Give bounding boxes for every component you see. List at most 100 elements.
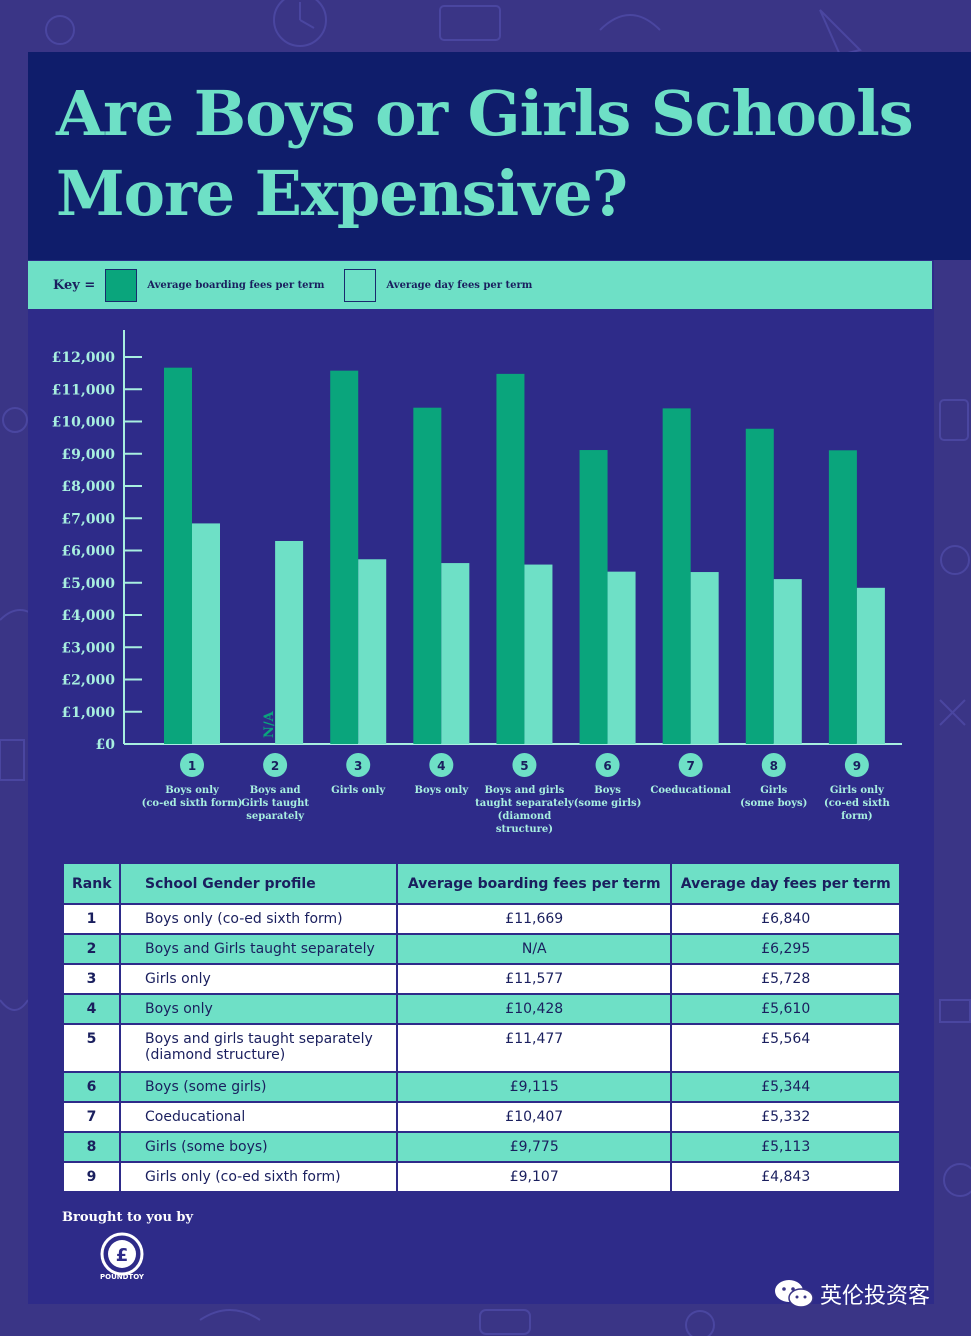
category-label: Girls (some boys) [740,785,808,809]
header-day: Average day fees per term [670,862,901,905]
y-tick-label: £0 [96,737,116,753]
legend-label-boarding: Average boarding fees per term [147,279,325,291]
rank-badge [263,753,288,777]
table-row: 9 Girls only (co-ed sixth form) £9,107 £… [62,1161,901,1193]
rank-badge-label: 3 [354,759,362,773]
cell-day: £4,843 [670,1161,901,1193]
cell-profile: Boys only (co-ed sixth form) [119,903,398,935]
legend-key-label: Key = [53,277,96,293]
y-tick-label: £11,000 [52,382,116,398]
rank-badge-label: 9 [853,759,861,773]
legend-bar: Key = Average boarding fees per term Ave… [28,261,932,309]
cell-rank: 6 [62,1071,121,1103]
bar-boarding [330,370,359,744]
cell-day: £5,564 [670,1023,901,1073]
y-tick-label: £7,000 [61,511,115,527]
table-header-row: Rank School Gender profile Average board… [62,862,901,905]
category-label: Boys and Girls taught separately [241,785,309,822]
cell-profile: Coeducational [119,1101,398,1133]
cell-profile: Boys and girls taught separately (diamon… [119,1023,398,1073]
header-boarding: Average boarding fees per term [395,862,673,905]
bar-day [441,563,470,744]
table-row: 6 Boys (some girls) £9,115 £5,344 [62,1071,901,1103]
bar-day [856,587,885,744]
table-row: 4 Boys only £10,428 £5,610 [62,993,901,1025]
rank-badge [429,753,454,777]
y-tick-label: £5,000 [61,576,115,592]
cell-rank: 9 [62,1161,121,1193]
bar-day [607,571,636,744]
table-row: 3 Girls only £11,577 £5,728 [62,963,901,995]
legend-swatch-boarding [105,268,138,302]
cell-rank: 3 [62,963,121,995]
cell-rank: 4 [62,993,121,1025]
cell-boarding: £11,669 [395,903,673,935]
cell-profile: Boys only [119,993,398,1025]
cell-day: £5,610 [670,993,901,1025]
cell-boarding: £9,115 [395,1071,673,1103]
category-label: Coeducational [650,785,731,796]
y-tick-label: £3,000 [61,640,115,656]
cell-profile: Girls only [119,963,398,995]
page-title: Are Boys or Girls Schools More Expensive… [56,77,914,230]
rank-badge-label: 6 [603,759,611,773]
rank-badge [761,753,786,777]
table-row: 5 Boys and girls taught separately (diam… [62,1023,901,1073]
watermark-text: 英伦投资客 [820,1284,931,1309]
cell-boarding: £11,577 [395,963,673,995]
cell-day: £6,840 [670,903,901,935]
category-label: Boys and girls taught separately (diamon… [475,785,574,835]
fees-table: Rank School Gender profile Average board… [62,862,901,1193]
category-label: Boys only [414,785,469,796]
bar-boarding [745,428,774,744]
legend-label-day: Average day fees per term [386,279,533,291]
cell-boarding: N/A [395,933,673,965]
rank-badge-label: 8 [770,759,778,773]
bar-na-label: N/A [262,710,277,738]
rank-badge [595,753,620,777]
bar-day [275,540,304,744]
cell-boarding: £9,107 [395,1161,673,1193]
cell-rank: 1 [62,903,121,935]
logo-text: POUNDTOY [100,1273,144,1281]
watermark: 英伦投资客 [772,1278,930,1310]
y-tick-label: £9,000 [61,447,115,463]
rank-badge [346,753,371,777]
bar-day [773,579,802,744]
y-tick-label: £4,000 [61,608,115,624]
table-row: 8 Girls (some boys) £9,775 £5,113 [62,1131,901,1163]
y-tick-label: £2,000 [61,673,115,689]
cell-profile: Girls (some boys) [119,1131,398,1163]
y-tick-label: £8,000 [61,479,115,495]
bar-day [690,572,719,744]
cell-day: £5,113 [670,1131,901,1163]
bar-boarding [413,407,442,744]
category-label: Girls only [331,785,386,796]
category-label: Boys (some girls) [573,785,642,809]
header-profile: School Gender profile [119,862,398,905]
brought-to-you-label: Brought to you by [62,1210,194,1225]
bar-boarding [828,450,857,744]
cell-profile: Girls only (co-ed sixth form) [119,1161,398,1193]
bar-boarding [164,367,192,744]
cell-day: £6,295 [670,933,901,965]
table-row: 2 Boys and Girls taught separately N/A £… [62,933,901,965]
cell-rank: 2 [62,933,121,965]
rank-badge [678,753,703,777]
title-band [28,52,971,260]
cell-rank: 8 [62,1131,121,1163]
y-tick-label: £1,000 [61,705,115,721]
header-rank: Rank [62,862,121,905]
rank-badge-label: 7 [686,759,694,773]
bar-boarding [662,408,691,744]
bar-chart: £0 £1,000 £2,000 £3,000 £4,000 £5,000 £6,000 £7… [52,330,902,777]
rank-badge [180,753,204,777]
rank-badge-label: 1 [188,759,196,773]
rank-badge-label: 2 [271,759,279,773]
y-tick-label: £6,000 [61,544,115,560]
bar-boarding [579,450,608,744]
cell-day: £5,332 [670,1101,901,1133]
cell-boarding: £9,775 [395,1131,673,1163]
y-tick-label: £12,000 [52,350,116,366]
